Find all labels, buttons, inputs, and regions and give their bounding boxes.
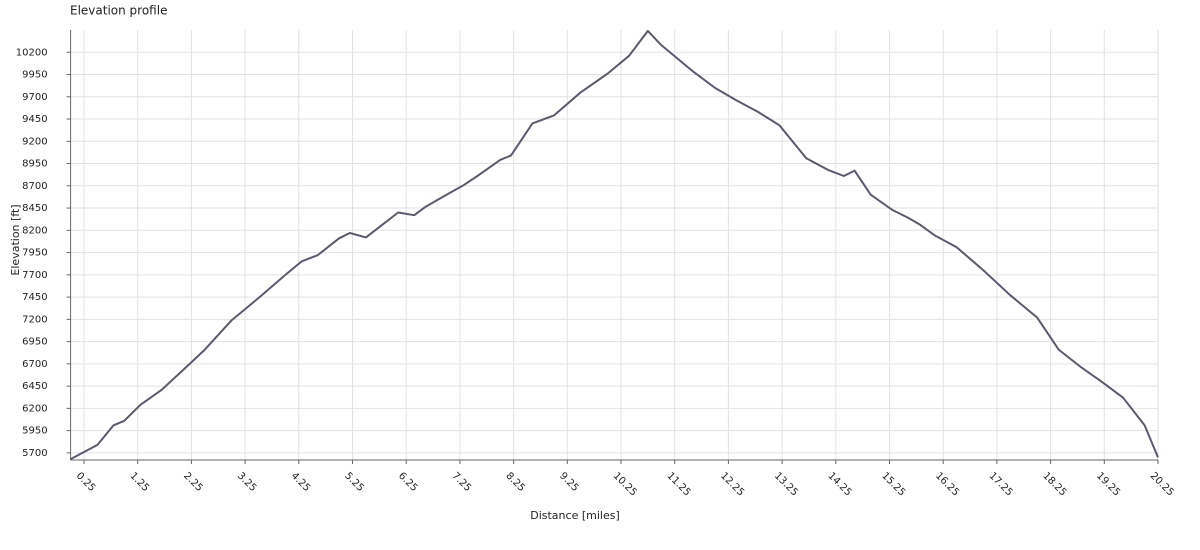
y-tick-label: 7200	[22, 314, 47, 325]
y-tick-label: 10200	[16, 47, 48, 58]
y-tick-label: 7450	[22, 292, 47, 303]
y-axis-label: Elevation [ft]	[9, 204, 22, 275]
y-tick-label: 6700	[22, 359, 47, 370]
x-axis-label: Distance [miles]	[530, 509, 620, 522]
chart-title: Elevation profile	[70, 4, 167, 18]
y-tick-label: 6950	[22, 337, 47, 348]
y-tick-label: 7700	[22, 270, 47, 281]
y-tick-label: 9700	[22, 92, 47, 103]
y-tick-label: 6200	[22, 403, 47, 414]
y-tick-label: 8950	[22, 159, 47, 170]
y-tick-label: 8200	[22, 225, 47, 236]
y-tick-label: 5950	[22, 426, 47, 437]
y-tick-label: 8450	[22, 203, 47, 214]
y-tick-label: 6450	[22, 381, 47, 392]
y-tick-label: 5700	[22, 448, 47, 459]
elevation-line	[70, 29, 1159, 460]
y-tick-label: 8700	[22, 181, 47, 192]
y-tick-label: 9450	[22, 114, 47, 125]
y-tick-label: 7950	[22, 248, 47, 259]
y-tick-label: 9950	[22, 70, 47, 81]
y-tick-label: 9200	[22, 136, 47, 147]
